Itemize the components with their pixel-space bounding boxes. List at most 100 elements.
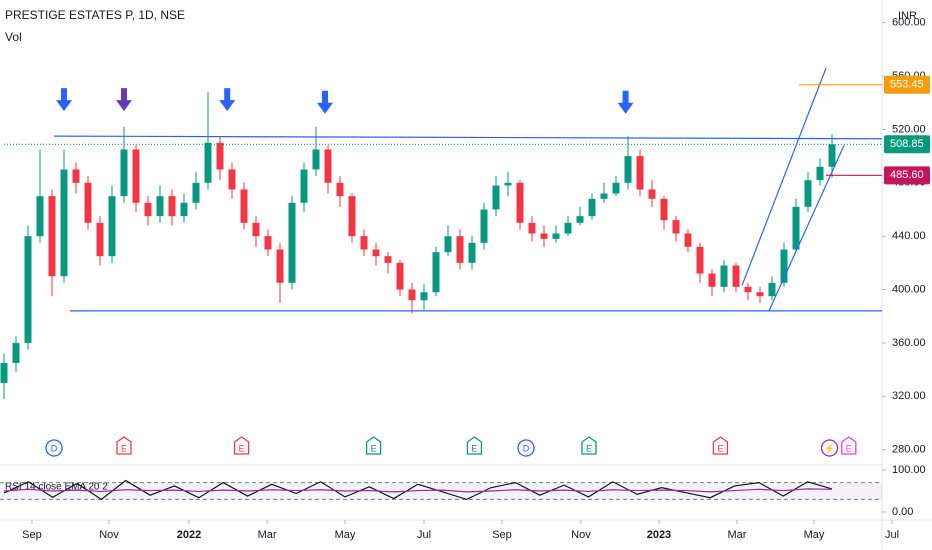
candle-body bbox=[36, 196, 44, 237]
event-icon bbox=[820, 439, 839, 457]
event-icon bbox=[841, 436, 857, 455]
event-icon bbox=[712, 436, 729, 455]
event-icon bbox=[233, 436, 250, 455]
candle-body bbox=[324, 149, 332, 183]
candle-body bbox=[672, 220, 680, 234]
candle-body bbox=[168, 196, 176, 217]
candle-body bbox=[120, 149, 128, 197]
event-icon bbox=[581, 436, 597, 455]
candle-body bbox=[192, 182, 200, 203]
candle-body bbox=[276, 249, 284, 283]
candle-body bbox=[540, 233, 548, 239]
arrow bbox=[317, 90, 333, 114]
event-label: D bbox=[51, 443, 58, 453]
candle-body bbox=[744, 286, 752, 293]
candle-body bbox=[252, 222, 260, 237]
x-tick-label: Mar bbox=[727, 529, 746, 541]
candle-body bbox=[516, 182, 524, 223]
event-icon bbox=[116, 436, 132, 455]
x-tick-label: May bbox=[335, 529, 356, 541]
candle-body bbox=[0, 362, 8, 383]
trendline bbox=[741, 67, 827, 286]
candle-body bbox=[12, 342, 20, 363]
candle-body bbox=[408, 289, 416, 301]
candle-body bbox=[624, 156, 632, 183]
candle-body bbox=[528, 222, 536, 234]
x-tick-label: Sep bbox=[492, 529, 512, 541]
candle-body bbox=[576, 216, 584, 223]
price-tag bbox=[884, 166, 930, 185]
candle-body bbox=[432, 252, 440, 293]
y-tick-label: 360.00 bbox=[892, 337, 926, 349]
trendline bbox=[768, 145, 845, 312]
volume-label: Vol bbox=[5, 30, 22, 44]
candle-body bbox=[132, 149, 140, 203]
candle-body bbox=[720, 265, 728, 287]
y-tick-label: 520.00 bbox=[892, 123, 926, 135]
candle-body bbox=[96, 222, 104, 257]
y-tick-label: 400.00 bbox=[892, 283, 926, 295]
event-label: E bbox=[471, 443, 477, 453]
x-tick-label: Jul bbox=[885, 529, 899, 541]
candle-body bbox=[456, 236, 464, 263]
candle-body bbox=[300, 169, 308, 203]
candle-body bbox=[216, 142, 224, 170]
event-label: E bbox=[239, 443, 245, 453]
x-tick-label: 2023 bbox=[647, 529, 671, 541]
event-label: E bbox=[371, 443, 377, 453]
candle-body bbox=[144, 202, 152, 217]
candle-body bbox=[60, 169, 68, 277]
candle-body bbox=[180, 202, 188, 217]
arrow bbox=[116, 88, 132, 112]
event-label: E bbox=[846, 443, 852, 453]
chart-title: PRESTIGE ESTATES P, 1D, NSE bbox=[5, 8, 185, 22]
rsi-tick-label: 0.00 bbox=[892, 506, 913, 518]
price-tag-label: 485.60 bbox=[890, 169, 924, 181]
candle-body bbox=[696, 246, 704, 274]
candle-body bbox=[492, 185, 500, 210]
event-icon bbox=[517, 439, 535, 457]
event-label: ⚡ bbox=[824, 442, 835, 454]
rsi-tick-label: 100.00 bbox=[892, 464, 926, 476]
event-label: E bbox=[586, 443, 592, 453]
candle-body bbox=[756, 292, 764, 297]
x-tick-label: May bbox=[804, 529, 825, 541]
price-tag-label: 508.85 bbox=[890, 138, 924, 150]
candle-body bbox=[804, 180, 812, 207]
x-tick-label: Nov bbox=[99, 529, 119, 541]
x-tick-label: Sep bbox=[22, 529, 42, 541]
candle-body bbox=[600, 193, 608, 199]
candle-body bbox=[372, 249, 380, 257]
candle-body bbox=[552, 233, 560, 239]
x-tick-label: Jul bbox=[417, 529, 431, 541]
arrow bbox=[56, 88, 72, 112]
arrow bbox=[219, 88, 236, 112]
event-label: E bbox=[121, 443, 127, 453]
candle-body bbox=[312, 149, 320, 170]
candle-body bbox=[468, 242, 476, 263]
candle-body bbox=[684, 233, 692, 247]
candle-body bbox=[348, 196, 356, 237]
event-icon bbox=[466, 436, 483, 455]
candle-body bbox=[564, 222, 572, 234]
candle-body bbox=[72, 169, 80, 183]
candle-body bbox=[588, 198, 596, 217]
candle-body bbox=[828, 144, 836, 167]
currency: INR bbox=[898, 10, 917, 22]
price-tag-label: 553.45 bbox=[890, 79, 924, 91]
event-icon bbox=[45, 439, 63, 457]
candle-body bbox=[636, 156, 644, 190]
candle-body bbox=[780, 249, 788, 283]
candle-body bbox=[660, 198, 668, 221]
y-tick-label: 280.00 bbox=[892, 444, 926, 456]
candle-body bbox=[48, 196, 56, 277]
price-tag bbox=[884, 135, 930, 154]
rsi-label: RSI 14 close EMA 20 2 bbox=[5, 482, 108, 493]
candle-body bbox=[792, 206, 800, 250]
event-icon bbox=[365, 436, 382, 455]
candle-body bbox=[240, 189, 248, 223]
candle-body bbox=[816, 166, 824, 181]
candle-body bbox=[204, 142, 212, 183]
x-tick-label: Mar bbox=[258, 529, 277, 541]
